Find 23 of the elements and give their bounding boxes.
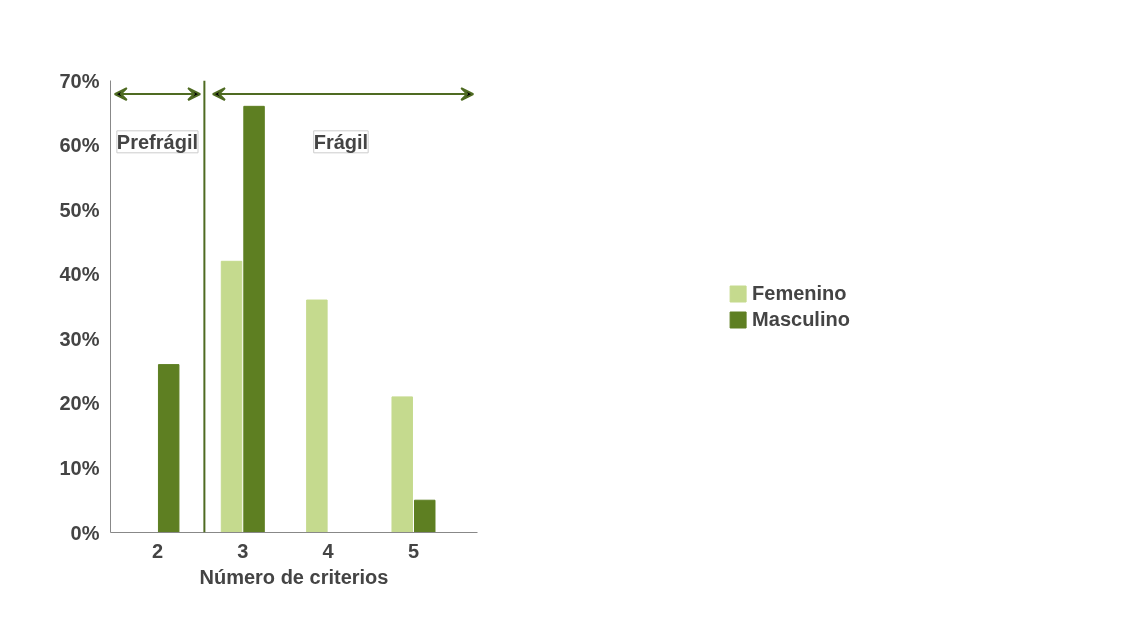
legend-label: Masculino: [752, 307, 850, 331]
annotation: Prefrágil: [116, 130, 199, 153]
bar: [306, 299, 328, 533]
y-tick-label: 70%: [59, 69, 100, 92]
y-tick-label: 40%: [59, 263, 100, 286]
bar: [220, 260, 243, 533]
y-tick-label: 30%: [59, 327, 100, 350]
annotation: Frágil: [313, 130, 369, 153]
legend-label: Femenino: [752, 281, 847, 305]
x-tick-label: 3: [237, 539, 249, 562]
y-tick-label: 0%: [70, 521, 100, 544]
bar: [414, 499, 436, 533]
y-tick-label: 10%: [59, 456, 100, 479]
x-tick-label: 2: [151, 539, 164, 562]
bar: [157, 364, 180, 533]
bar: [243, 105, 265, 533]
x-tick-label: 5: [407, 539, 420, 562]
bar: [391, 396, 413, 533]
y-tick-label: 50%: [59, 198, 100, 221]
x-tick-label: 4: [322, 539, 335, 562]
y-tick-label: 20%: [59, 392, 100, 415]
x-axis-title: Número de criterios: [199, 565, 389, 588]
y-tick-label: 60%: [59, 134, 100, 157]
